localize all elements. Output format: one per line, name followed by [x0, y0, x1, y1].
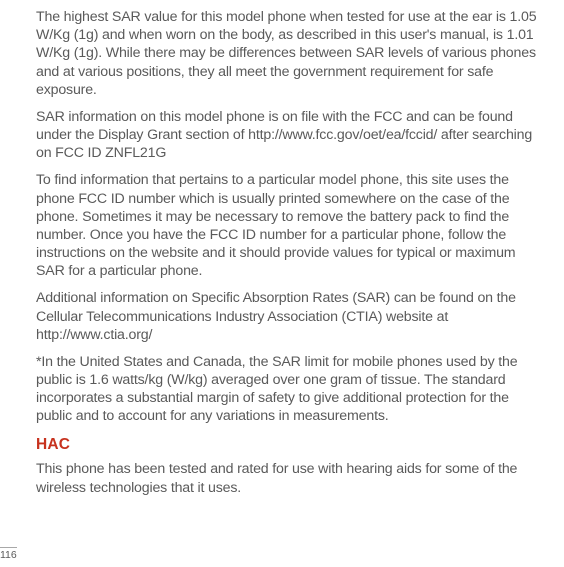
paragraph-sar-limit-note: *In the United States and Canada, the SA…: [36, 353, 546, 426]
paragraph-hac: This phone has been tested and rated for…: [36, 460, 546, 496]
page-content: The highest SAR value for this model pho…: [0, 0, 564, 567]
paragraph-fcc-info: SAR information on this model phone is o…: [36, 108, 546, 163]
page-number-area: 116: [0, 547, 17, 562]
text: The highest SAR value for this model pho…: [36, 9, 510, 25]
text: W/Kg (1g). While there may be difference…: [36, 45, 536, 97]
sar-body-value: 1.01: [507, 27, 534, 43]
paragraph-sar-values: The highest SAR value for this model pho…: [36, 8, 546, 99]
fcc-id-value: ZNFL21G: [105, 145, 166, 161]
paragraph-ctia: Additional information on Specific Absor…: [36, 289, 546, 344]
text: W/Kg (1g) and when worn on the body, as …: [36, 27, 507, 43]
paragraph-fcc-lookup: To find information that pertains to a p…: [36, 171, 546, 280]
sar-ear-value: 1.05: [510, 9, 537, 25]
hac-heading: HAC: [36, 435, 546, 455]
page-number: 116: [0, 547, 17, 562]
